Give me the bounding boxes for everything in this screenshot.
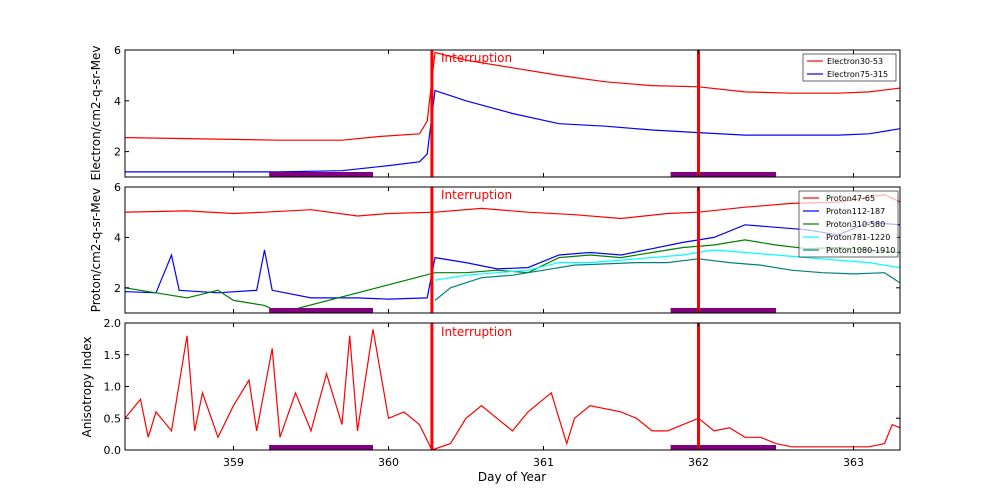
electron-panel-frame xyxy=(124,49,901,178)
series-line-proton112-187 xyxy=(125,221,900,300)
y-tick-label: 4 xyxy=(114,231,121,244)
series-line-anisotropy-index xyxy=(125,329,900,450)
x-tick-label: 361 xyxy=(533,456,554,469)
legend-label-proton1080-1910: Proton1080-1910 xyxy=(826,246,895,255)
data-gap-bar xyxy=(269,172,373,177)
series-line-proton47-65 xyxy=(125,193,900,220)
y-tick-label: 0.5 xyxy=(104,412,122,425)
series-line-electron30-53 xyxy=(125,51,900,141)
y-tick-label: 2.0 xyxy=(104,317,122,330)
data-gap-bar xyxy=(269,445,373,450)
anisotropy-interruption-label: Interruption xyxy=(441,325,512,339)
x-tick-label: 363 xyxy=(843,456,864,469)
legend-label-electron75-315: Electron75-315 xyxy=(827,70,888,79)
legend-label-proton47-65: Proton47-65 xyxy=(826,194,875,203)
series-line-electron75-315 xyxy=(125,89,900,173)
data-gap-bar xyxy=(670,445,776,450)
legend-label-proton112-187: Proton112-187 xyxy=(826,207,885,216)
electron-legend: Electron30-53 Electron75-315 xyxy=(802,53,897,82)
y-tick-label: 1.5 xyxy=(104,349,122,362)
electron-series-group xyxy=(125,51,900,173)
electron-panel: 2 4 6 Electron/cm2-q-sr-Mev Interruption E… xyxy=(89,44,901,181)
series-line-proton781-1220 xyxy=(434,249,900,281)
proton-interruption-label: Interruption xyxy=(441,188,512,202)
data-gap-bar xyxy=(670,172,776,177)
proton-series-group xyxy=(125,193,900,313)
data-gap-bar xyxy=(670,308,776,313)
data-gap-bar xyxy=(269,308,373,313)
x-axis-label: Day of Year xyxy=(478,470,546,484)
anisotropy-panel: 0.0 0.5 1.0 1.5 2.0 359 360 361 362 363 Anisotrop… xyxy=(80,317,901,484)
series-line-proton1080-1910 xyxy=(434,258,900,301)
proton-panel: 2 4 6 Proton/cm2-q-sr-Mev Interruption Pro… xyxy=(89,181,901,314)
legend-label-electron30-53: Electron30-53 xyxy=(827,57,883,66)
y-tick-label: 4 xyxy=(114,95,121,108)
y-tick-label: 0.0 xyxy=(104,444,122,457)
electron-ylabel: Electron/cm2-q-sr-Mev xyxy=(89,45,103,180)
anisotropy-series-group xyxy=(125,329,900,450)
proton-ylabel: Proton/cm2-q-sr-Mev xyxy=(89,188,103,313)
x-tick-label: 359 xyxy=(223,456,244,469)
proton-panel-frame xyxy=(124,186,901,314)
electron-interruption-label: Interruption xyxy=(441,51,512,65)
y-tick-label: 6 xyxy=(114,181,121,194)
y-tick-label: 2 xyxy=(114,282,121,295)
x-tick-label: 362 xyxy=(688,456,709,469)
electron-legend-box xyxy=(802,53,897,82)
anisotropy-ylabel: Anisotropy Index xyxy=(80,336,94,437)
y-tick-label: 1.0 xyxy=(104,381,122,394)
legend-label-proton781-1220: Proton781-1220 xyxy=(826,233,890,242)
proton-legend: Proton47-65 Proton112-187 Proton310-580 … xyxy=(798,190,899,258)
y-tick-label: 6 xyxy=(114,44,121,57)
y-tick-label: 2 xyxy=(114,146,121,159)
series-line-proton310-580 xyxy=(125,239,900,313)
legend-label-proton310-580: Proton310-580 xyxy=(826,220,885,229)
x-tick-label: 360 xyxy=(378,456,399,469)
